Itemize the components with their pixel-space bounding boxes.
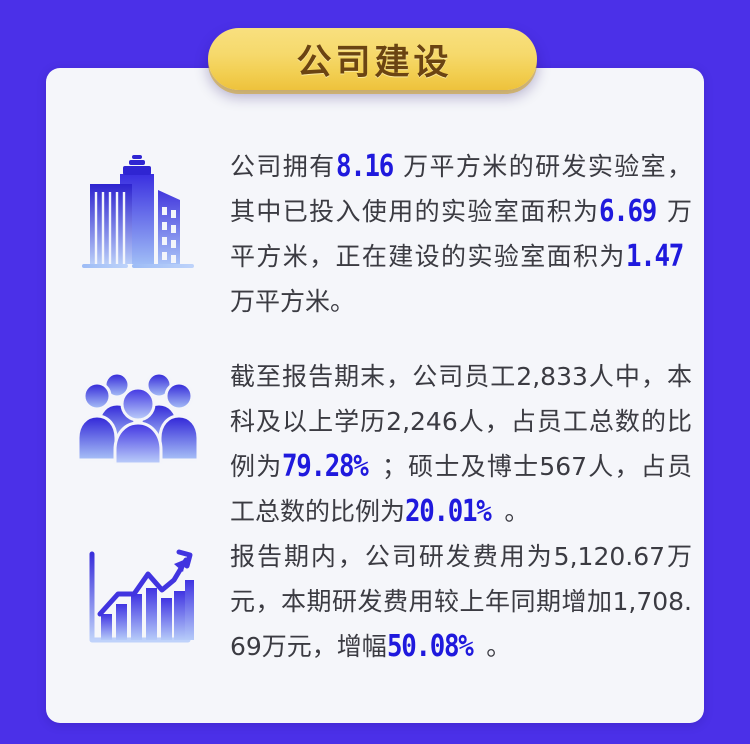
building-icon-cell <box>46 144 230 274</box>
page-title-badge: 公司建设 <box>208 28 537 90</box>
growth-chart-icon <box>89 549 194 643</box>
highlight-metric: 1.47 <box>625 239 684 274</box>
employees-paragraph: 截至报告期末，公司员工2,833人中，本科及以上学历2,246人，占员工总数的比… <box>230 354 692 534</box>
section-rd-expense: 报告期内，公司研发费用为5,120.67万元，本期研发费用较上年同期增加1,70… <box>46 534 704 669</box>
highlight-metric: 8.16 <box>335 149 394 184</box>
highlight-metric: 6.69 <box>599 194 657 229</box>
building-icon <box>82 155 194 268</box>
lab-area-paragraph: 公司拥有8.16 万平方米的研发实验室，其中已投入使用的实验室面积为6.69 万平方… <box>230 144 692 324</box>
chart-icon-cell <box>46 534 230 652</box>
rd-expense-text-cell: 报告期内，公司研发费用为5,120.67万元，本期研发费用较上年同期增加1,70… <box>230 534 704 669</box>
highlight-metric: 20.01% <box>405 494 492 529</box>
section-employees: 截至报告期末，公司员工2,833人中，本科及以上学历2,246人，占员工总数的比… <box>46 354 704 534</box>
highlight-metric: 79.28% <box>282 449 369 484</box>
rd-expense-paragraph: 报告期内，公司研发费用为5,120.67万元，本期研发费用较上年同期增加1,70… <box>230 534 692 669</box>
employees-text-cell: 截至报告期末，公司员工2,833人中，本科及以上学历2,246人，占员工总数的比… <box>230 354 704 534</box>
lab-area-text-cell: 公司拥有8.16 万平方米的研发实验室，其中已投入使用的实验室面积为6.69 万平方… <box>230 144 704 324</box>
section-lab-area: 公司拥有8.16 万平方米的研发实验室，其中已投入使用的实验室面积为6.69 万平方… <box>46 144 704 324</box>
highlight-metric: 50.08% <box>386 629 474 664</box>
people-icon-cell <box>46 354 230 464</box>
page-title: 公司建设 <box>296 42 453 83</box>
content-card: 公司拥有8.16 万平方米的研发实验室，其中已投入使用的实验室面积为6.69 万平方… <box>46 68 704 723</box>
people-group-icon <box>79 371 197 464</box>
